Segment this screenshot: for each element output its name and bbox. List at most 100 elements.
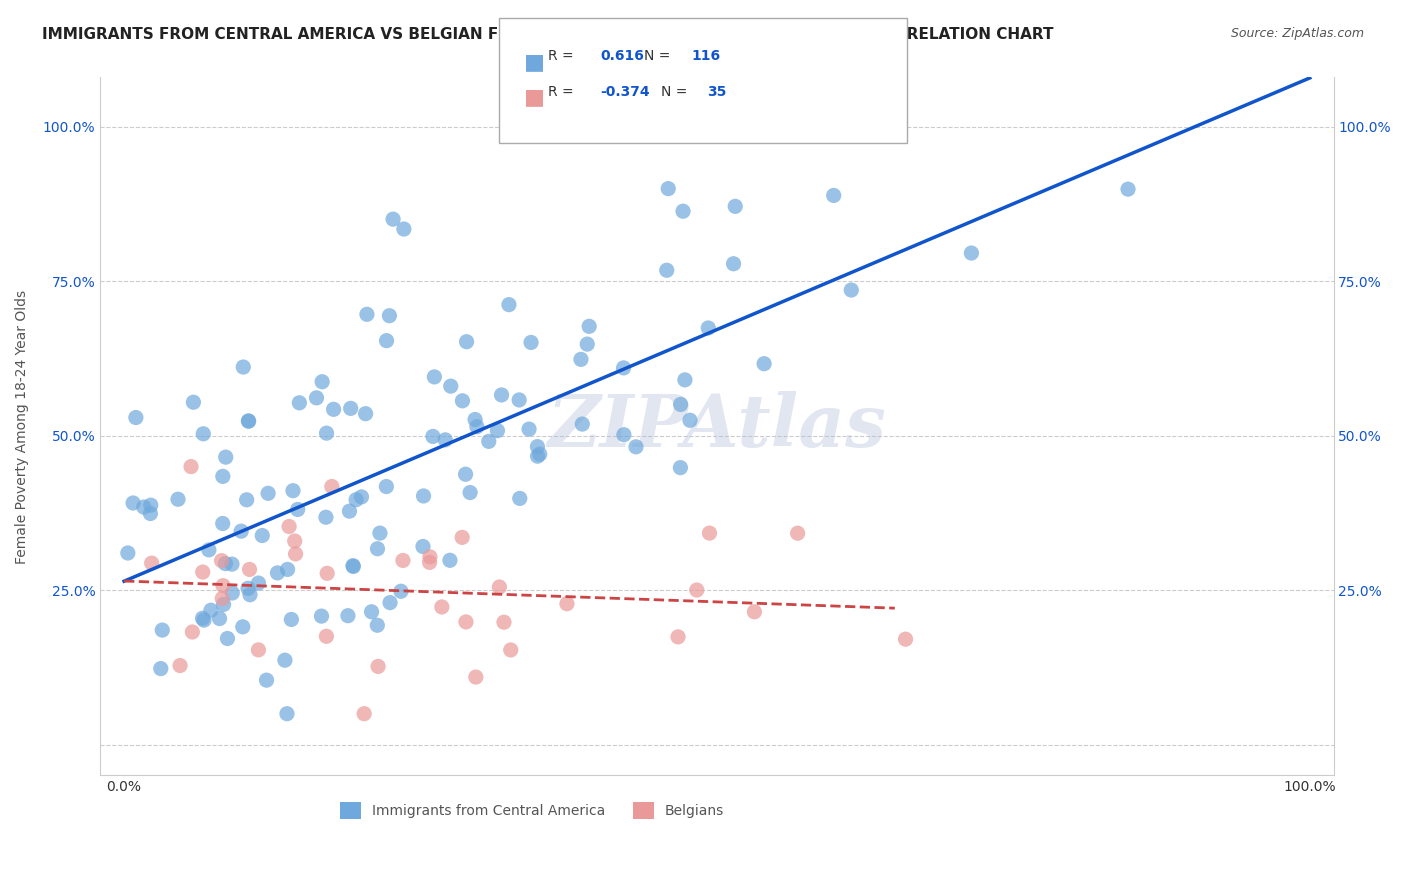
Point [212,598,235,612]
Point [125,410,148,425]
Point [686,582,709,597]
Point [356,307,378,321]
Point [215,450,238,464]
Point [238,414,260,428]
Point [569,352,592,367]
Point [669,460,692,475]
Point [454,615,477,629]
Point [499,643,522,657]
Point [378,309,401,323]
Point [368,526,391,541]
Point [366,618,388,632]
Point [339,504,361,518]
Point [211,554,233,568]
Point [232,359,254,374]
Point [894,632,917,647]
Point [132,500,155,514]
Point [247,643,270,657]
Point [221,557,243,571]
Point [439,553,461,567]
Point [122,496,145,510]
Point [419,549,441,564]
Point [464,412,486,426]
Point [167,492,190,507]
Point [375,334,398,348]
Point [139,498,162,512]
Point [673,373,696,387]
Point [555,597,578,611]
Point [288,396,311,410]
Point [257,486,280,500]
Point [316,566,339,581]
Point [180,459,202,474]
Point [1116,182,1139,196]
Point [221,586,243,600]
Point [238,414,260,428]
Point [723,257,745,271]
Text: R =: R = [548,49,574,63]
Point [571,417,593,431]
Point [465,419,488,434]
Point [276,706,298,721]
Point [217,632,239,646]
Point [458,485,481,500]
Point [232,620,254,634]
Point [231,524,253,538]
Point [211,469,233,483]
Point [149,662,172,676]
Point [724,199,747,213]
Point [960,246,983,260]
Legend: Immigrants from Central America, Belgians: Immigrants from Central America, Belgian… [335,797,730,824]
Point [491,388,513,402]
Point [657,181,679,195]
Point [266,566,288,580]
Text: -0.374: -0.374 [600,85,650,99]
Point [193,613,215,627]
Point [456,334,478,349]
Text: 116: 116 [692,49,721,63]
Point [278,519,301,533]
Point [492,615,515,630]
Point [342,558,364,573]
Point [520,335,543,350]
Point [672,204,695,219]
Point [360,605,382,619]
Text: Source: ZipAtlas.com: Source: ZipAtlas.com [1230,27,1364,40]
Point [576,337,599,351]
Point [256,673,278,688]
Point [624,440,647,454]
Point [697,321,720,335]
Point [526,449,548,463]
Point [392,222,415,236]
Point [464,670,486,684]
Text: N =: N = [661,85,688,99]
Point [280,612,302,626]
Text: ZIPAtlas: ZIPAtlas [547,391,886,462]
Point [367,659,389,673]
Text: 0.616: 0.616 [600,49,644,63]
Point [353,706,375,721]
Point [238,562,260,576]
Point [488,580,510,594]
Point [823,188,845,202]
Point [366,541,388,556]
Point [430,599,453,614]
Point [744,605,766,619]
Point [509,491,531,506]
Point [211,591,233,606]
Point [655,263,678,277]
Point [284,547,307,561]
Point [322,402,344,417]
Point [284,534,307,549]
Point [440,379,463,393]
Point [211,516,233,531]
Point [529,447,551,461]
Point [344,492,367,507]
Point [354,407,377,421]
Point [613,427,636,442]
Point [392,553,415,567]
Point [699,526,721,541]
Point [412,489,434,503]
Point [422,429,444,443]
Point [193,426,215,441]
